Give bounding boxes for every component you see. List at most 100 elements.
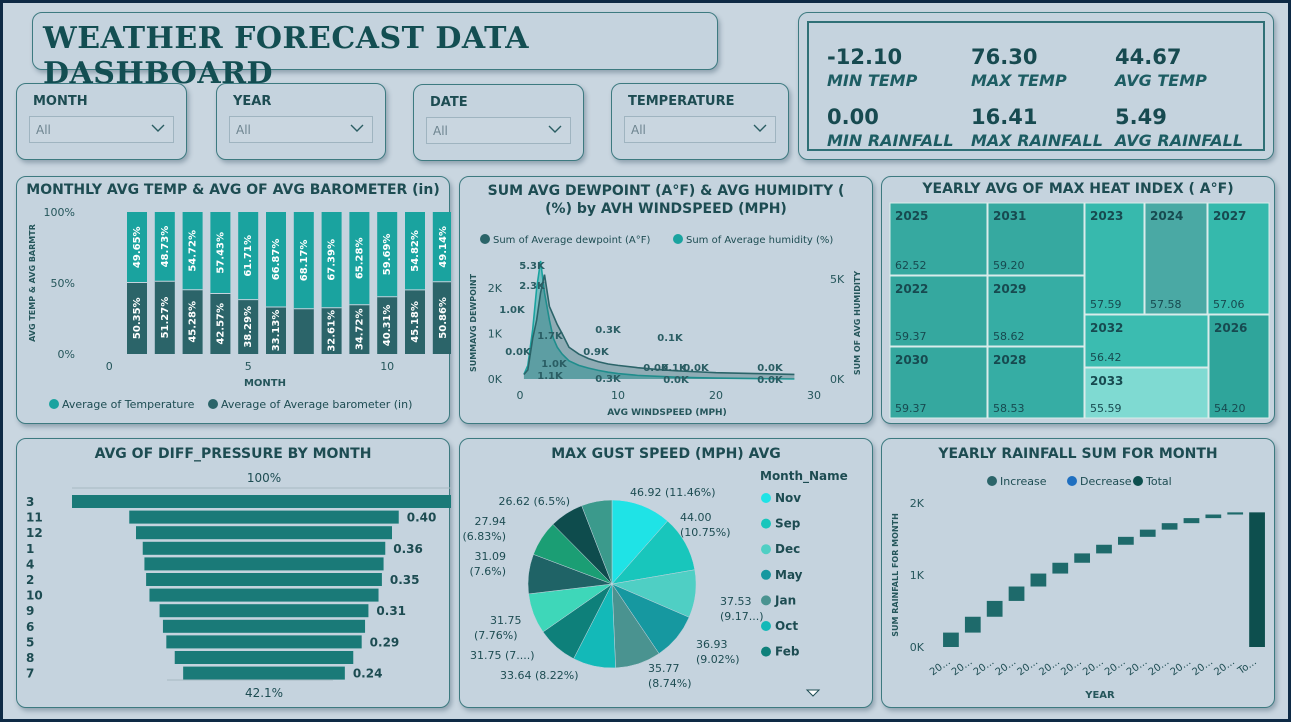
data-label: 0.3K [595, 325, 622, 336]
x-tick-label: 10 [611, 389, 625, 402]
pie-data-label: (7.6%) [469, 565, 506, 578]
y-tick-label: 0K [910, 641, 925, 654]
y-tick-label: 1K [910, 569, 925, 582]
pie-data-label: 36.93 [696, 638, 728, 651]
funnel-category-label: 7 [26, 667, 34, 681]
x-tick-label: 20... [1037, 656, 1062, 678]
chevron-down-icon [151, 124, 165, 132]
kpi-max-temp: 76.30 MAX TEMP [971, 45, 1067, 90]
barometer-data-label: 32.61% [327, 310, 338, 352]
waterfall-increase-bar [943, 632, 959, 647]
x-tick-label: 20... [1059, 656, 1084, 678]
x-tick-label: 30 [807, 389, 821, 402]
treemap-cell [1084, 367, 1209, 419]
funnel-category-label: 5 [26, 635, 34, 649]
month-slicer: MONTH All [16, 83, 187, 160]
funnel-bar [174, 651, 354, 664]
funnel-bar [146, 573, 382, 586]
temp-data-label: 61.71% [243, 235, 254, 277]
x-tick-label: 0 [517, 389, 524, 402]
temperature-dropdown[interactable]: All [624, 116, 776, 143]
legend-label: Dec [775, 542, 800, 556]
year-dropdown[interactable]: All [229, 116, 373, 143]
date-dropdown[interactable]: All [426, 117, 571, 144]
waterfall-increase-bar [1052, 562, 1069, 574]
x-tick-label: 20... [1103, 656, 1128, 678]
temp-bar [377, 212, 398, 297]
pie-data-label: (9.17...) [720, 610, 764, 623]
temp-bar [405, 212, 425, 290]
data-label: 1.7K [537, 331, 564, 342]
treemap-year-label: 2029 [993, 282, 1026, 296]
legend-label: Decrease [1080, 475, 1132, 488]
monthly-chart-panel: MONTHLY AVG TEMP & AVG OF AVG BAROMETER … [16, 176, 451, 424]
barometer-data-label: 42.57% [215, 303, 226, 345]
y-tick-label: 2K [910, 497, 925, 510]
temp-bar [182, 212, 203, 290]
month-dropdown[interactable]: All [29, 116, 174, 143]
kpi-label: MIN TEMP [827, 71, 918, 90]
treemap-year-label: 2023 [1090, 209, 1123, 223]
waterfall-increase-bar [1030, 573, 1047, 587]
y-tick-label: 100% [44, 206, 75, 219]
rainfall-waterfall-chart: Increase Decrease Total 0K 1K 2K SUM RAINFALL … [891, 475, 1265, 701]
x-tick-label: 20... [950, 656, 975, 678]
legend-marker [1067, 476, 1077, 486]
temp-bar [349, 212, 370, 305]
pie-data-label: (9.02%) [696, 653, 740, 666]
legend-label: May [775, 568, 803, 582]
funnel-bar [149, 588, 379, 602]
legend-marker [761, 621, 771, 631]
treemap-value-label: 54.20 [1214, 402, 1246, 415]
gust-chart-panel: MAX GUST SPEED (MPH) AVG 46.92 (11.46%) 4… [459, 438, 873, 708]
pie-slice [581, 499, 613, 585]
temp-data-label: 65.28% [354, 238, 365, 280]
monthly-chart: 0% 50% 100% 0 5 10 MONTH AVG TEMP & AVG BARMTR 4… [28, 206, 451, 411]
legend-title: Month_Name [760, 469, 848, 484]
treemap-year-label: 2033 [1090, 374, 1123, 388]
waterfall-increase-bar [1139, 529, 1156, 537]
funnel-value-label: 0.31 [376, 604, 406, 618]
kpi-value: -12.10 [827, 45, 903, 69]
funnel-top-label: 100% [247, 471, 281, 485]
legend-scroll-down-icon[interactable] [805, 689, 821, 697]
x-axis-title: MONTH [244, 378, 286, 389]
treemap-value-label: 58.62 [993, 330, 1025, 343]
kpi-value: 16.41 [971, 105, 1038, 129]
heatindex-treemap: 2025 62.52 2031 59.20 2023 57.59 2024 57.58 2027… [889, 202, 1270, 419]
chevron-down-icon [753, 124, 767, 132]
pressure-funnel-chart: 100% 3 11 0.40 12 1 0.36 4 2 0.35 109 0.31 65 0.29 8 7 0… [26, 471, 451, 700]
humidity-line [523, 260, 795, 380]
barometer-data-label: 45.18% [410, 301, 421, 343]
legend-label: Average of Temperature [62, 398, 195, 411]
chevron-down-icon [350, 124, 364, 132]
x-tick-label: 20... [1169, 656, 1194, 678]
temp-data-label: 59.69% [382, 234, 393, 276]
pie-data-label: 31.75 [490, 614, 522, 627]
data-label: 0.0K [757, 363, 784, 374]
funnel-bar [159, 604, 369, 618]
data-label: 0.1K [657, 333, 684, 344]
funnel-category-label: 10 [26, 589, 43, 603]
barometer-bar [293, 308, 314, 354]
kpi-avg-rainfall: 5.49 AVG RAINFALL [1115, 105, 1243, 150]
kpi-value: 76.30 [971, 45, 1038, 69]
kpi-value: 0.00 [827, 105, 879, 129]
treemap-cell [987, 202, 1085, 276]
waterfall-increase-bar [1096, 544, 1112, 554]
pie-data-label: 27.94 [475, 515, 507, 528]
temp-bar [127, 212, 147, 283]
y-tick-label: 0K [488, 373, 503, 386]
x-axis-title: AVG WINDSPEED (MPH) [607, 408, 726, 418]
data-label: 0.0K [683, 363, 710, 374]
temp-data-label: 54.82% [410, 230, 421, 272]
funnel-value-label: 0.40 [407, 511, 437, 525]
temp-data-label: 54.72% [188, 230, 199, 272]
temp-bar [321, 212, 342, 308]
treemap-value-label: 56.42 [1090, 351, 1122, 364]
kpi-avg-temp: 44.67 AVG TEMP [1115, 45, 1207, 90]
funnel-category-label: 2 [26, 573, 34, 587]
barometer-bar [182, 289, 203, 354]
legend-marker [761, 518, 771, 529]
